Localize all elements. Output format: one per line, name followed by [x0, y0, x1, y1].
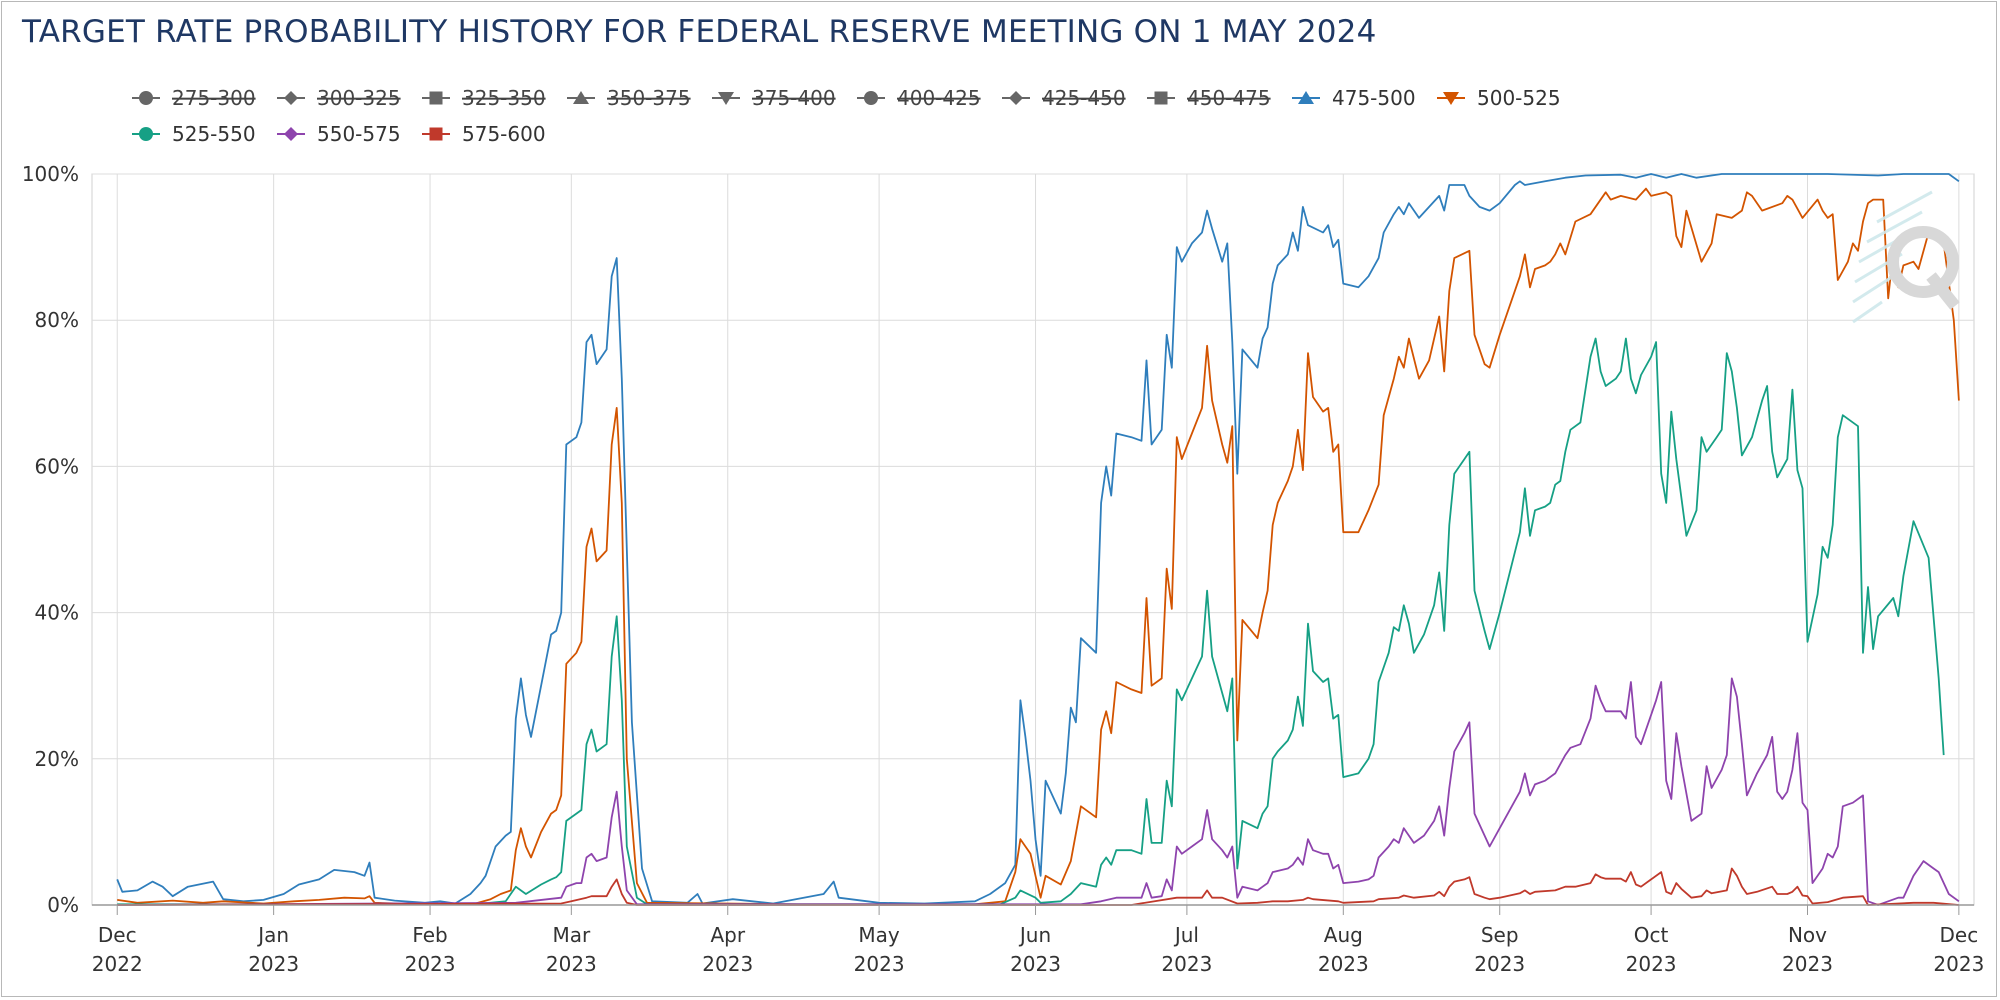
legend-item-350-375[interactable]: 350-375: [567, 86, 691, 110]
legend-marker: [284, 127, 298, 141]
chart-title: TARGET RATE PROBABILITY HISTORY FOR FEDE…: [22, 14, 1377, 50]
x-tick-label-month: Feb: [412, 923, 447, 947]
legend-label: 275-300: [172, 86, 256, 110]
x-tick-label-year: 2023: [1626, 952, 1677, 976]
x-tick-label-year: 2023: [1318, 952, 1369, 976]
legend-item-275-300[interactable]: 275-300: [132, 86, 256, 110]
legend-marker: [573, 91, 589, 104]
x-tick-label-month: Sep: [1481, 923, 1519, 947]
x-tick-label-year: 2023: [1933, 952, 1984, 976]
x-tick-label-year: 2023: [854, 952, 905, 976]
x-tick-label-month: Dec: [1940, 923, 1979, 947]
x-tick-label-month: Nov: [1788, 923, 1827, 947]
legend-item-575-600[interactable]: 575-600: [422, 122, 546, 146]
legend-label: 300-325: [317, 86, 401, 110]
x-tick-label-month: Jun: [1018, 923, 1051, 947]
legend-marker: [1298, 91, 1314, 104]
legend: 275-300 300-325 325-350 350-375 375-400 400-4…: [132, 86, 1561, 146]
legend-marker: [718, 92, 734, 105]
legend-label: 550-575: [317, 122, 401, 146]
legend-item-425-450[interactable]: 425-450: [1002, 86, 1126, 110]
legend-label: 450-475: [1187, 86, 1271, 110]
legend-item-500-525[interactable]: 500-525: [1437, 86, 1561, 110]
x-tick-label-year: 2023: [1161, 952, 1212, 976]
y-tick-label: 100%: [22, 162, 79, 186]
legend-marker: [429, 127, 443, 141]
y-tick-label: 40%: [35, 601, 79, 625]
series-line-575-600: [117, 867, 1959, 906]
watermark-q-icon: [1852, 190, 1960, 324]
legend-marker: [139, 127, 153, 141]
legend-item-525-550[interactable]: 525-550: [132, 122, 256, 146]
x-tick-label-month: Jul: [1173, 923, 1199, 947]
legend-item-300-325[interactable]: 300-325: [277, 86, 401, 110]
legend-marker: [139, 91, 153, 105]
x-tick-label-year: 2023: [405, 952, 456, 976]
x-tick-label-month: Aug: [1324, 923, 1363, 947]
legend-item-475-500[interactable]: 475-500: [1292, 86, 1416, 110]
legend-item-550-575[interactable]: 550-575: [277, 122, 401, 146]
x-tick-label-month: May: [858, 923, 900, 947]
x-tick-label-month: Apr: [710, 923, 745, 947]
legend-marker: [284, 91, 298, 105]
x-tick-label-year: 2022: [92, 952, 143, 976]
legend-label: 425-450: [1042, 86, 1126, 110]
y-tick-label: 20%: [35, 747, 79, 771]
legend-marker: [1443, 92, 1459, 105]
series-line-500-525: [117, 187, 1960, 906]
x-tick-label-year: 2023: [248, 952, 299, 976]
legend-item-375-400[interactable]: 375-400: [712, 86, 836, 110]
x-tick-label-month: Oct: [1634, 923, 1669, 947]
series-line-550-575: [117, 677, 1960, 906]
series-lines: [116, 173, 1960, 906]
x-tick-label-month: Jan: [256, 923, 289, 947]
legend-item-450-475[interactable]: 450-475: [1147, 86, 1271, 110]
legend-label: 525-550: [172, 122, 256, 146]
x-tick-label-year: 2023: [702, 952, 753, 976]
x-tick-label-year: 2023: [546, 952, 597, 976]
legend-label: 325-350: [462, 86, 546, 110]
axes: 0% 20% 40% 60% 80% 100% Dec 2022 Jan 2023 Feb 2023 M…: [22, 162, 1985, 976]
series-line-525-550: [117, 337, 1945, 906]
x-tick-label-month: Dec: [98, 923, 137, 947]
legend-label: 575-600: [462, 122, 546, 146]
y-tick-label: 60%: [35, 454, 79, 478]
legend-label: 350-375: [607, 86, 691, 110]
x-tick-label-year: 2023: [1782, 952, 1833, 976]
series-line-475-500: [116, 173, 1960, 905]
legend-label: 475-500: [1332, 86, 1416, 110]
y-tick-label: 80%: [35, 308, 79, 332]
legend-marker: [429, 91, 443, 105]
legend-label: 400-425: [897, 86, 981, 110]
legend-item-400-425[interactable]: 400-425: [857, 86, 981, 110]
y-tick-label: 0%: [47, 893, 79, 917]
legend-marker: [1154, 91, 1168, 105]
legend-item-325-350[interactable]: 325-350: [422, 86, 546, 110]
legend-label: 375-400: [752, 86, 836, 110]
x-tick-label-year: 2023: [1474, 952, 1525, 976]
legend-label: 500-525: [1477, 86, 1561, 110]
legend-marker: [864, 91, 878, 105]
x-tick-label-year: 2023: [1010, 952, 1061, 976]
grid: [91, 173, 1975, 906]
x-tick-label-month: Mar: [552, 923, 591, 947]
legend-marker: [1009, 91, 1023, 105]
plot-area-border: [91, 173, 1975, 906]
